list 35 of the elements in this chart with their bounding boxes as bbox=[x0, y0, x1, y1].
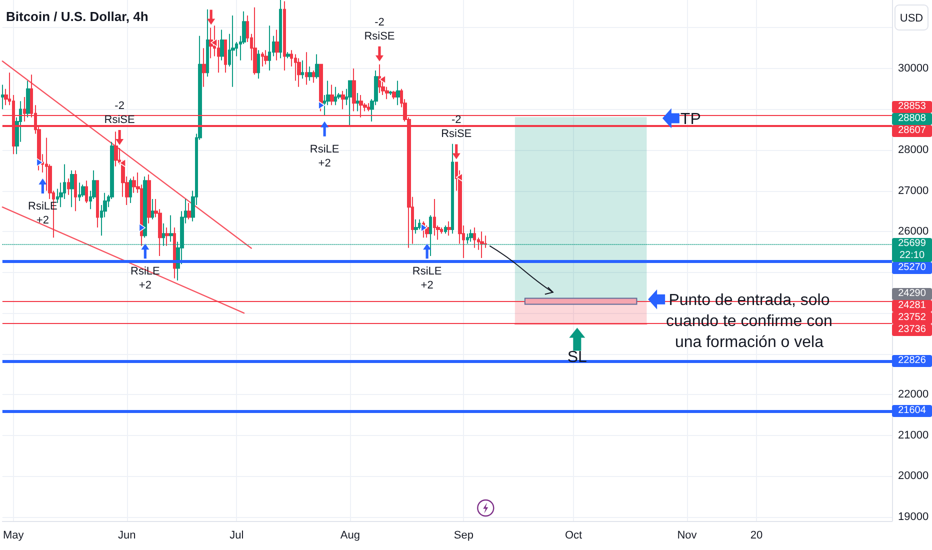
y-tick-label: 20000 bbox=[898, 470, 929, 482]
annotation: RsiLE +2 bbox=[412, 266, 442, 292]
x-tick-label: Jul bbox=[230, 530, 244, 542]
y-axis-title: USD bbox=[900, 12, 924, 24]
y-tick-label: 30000 bbox=[898, 62, 929, 74]
text: 23736 bbox=[892, 324, 932, 336]
text: 24290 bbox=[892, 288, 932, 300]
y-tick-label: 19000 bbox=[898, 510, 929, 523]
x-tick-label: May bbox=[3, 530, 24, 542]
y-tick-label: 26000 bbox=[898, 226, 929, 238]
ref-line-label: 25699 22:10 bbox=[892, 238, 932, 262]
ref-line-label: 25270 bbox=[892, 262, 932, 274]
y-tick-label: 28000 bbox=[898, 144, 929, 156]
x-tick-label: Jun bbox=[118, 530, 136, 542]
x-tick-label: Oct bbox=[564, 530, 582, 542]
annotation: TP bbox=[680, 110, 701, 128]
x-tick-label: 20 bbox=[750, 530, 763, 542]
ref-line-label: 28853 bbox=[892, 101, 932, 114]
ref-line-label: 28607 bbox=[892, 125, 932, 138]
ref-line-label: 21604 bbox=[892, 404, 932, 417]
x-tick-label: Sep bbox=[454, 530, 474, 542]
y-tick-label: 27000 bbox=[898, 184, 929, 197]
annotation: -2 RsiSE bbox=[364, 16, 395, 42]
annotation: -2 RsiSE bbox=[104, 100, 135, 126]
x-tick-label: Aug bbox=[340, 530, 360, 542]
x-tick-label: Nov bbox=[677, 530, 698, 542]
y-tick-label: 22000 bbox=[898, 388, 929, 401]
text: Bitcoin / U.S. Dollar, 4h bbox=[6, 9, 148, 24]
annotation: -2 RsiSE bbox=[441, 114, 472, 140]
ref-line-label: 23752 bbox=[892, 312, 932, 324]
ref-line-label: 22826 bbox=[892, 354, 932, 367]
text: 28808 bbox=[892, 113, 932, 126]
ref-line-label: 24281 bbox=[892, 300, 932, 312]
annotation: RsiLE +2 bbox=[310, 143, 340, 170]
y-tick-label: 21000 bbox=[898, 429, 929, 442]
